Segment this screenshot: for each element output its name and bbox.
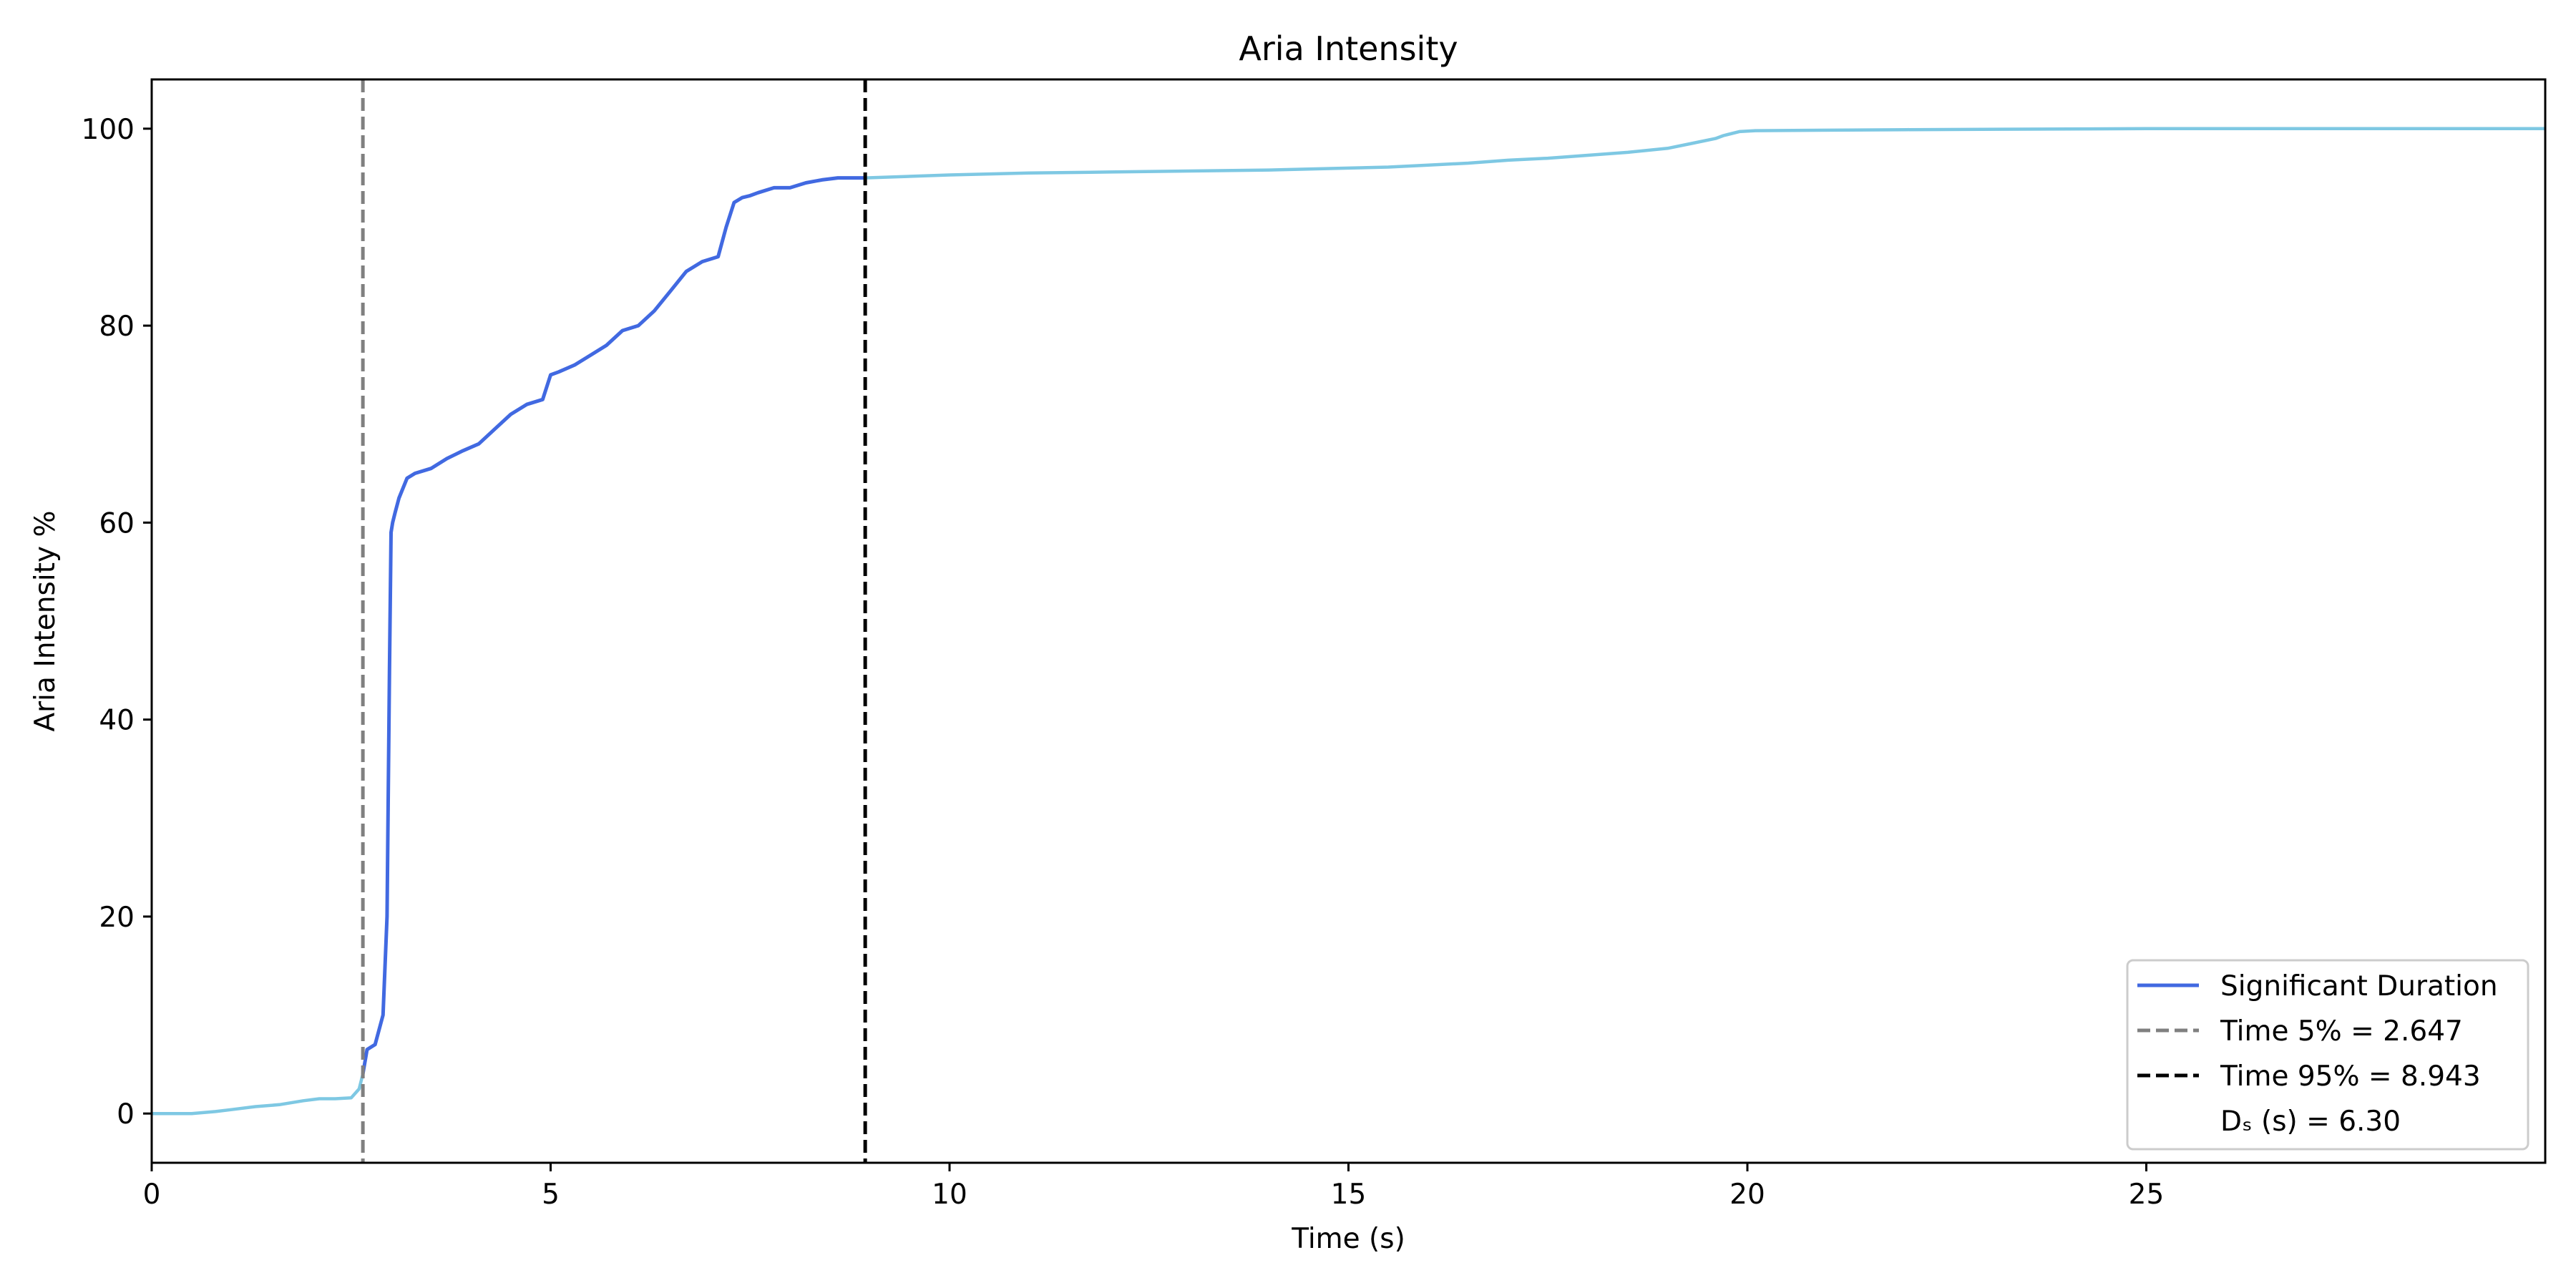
x-tick-label: 5 [542,1179,560,1211]
y-tick-label: 20 [99,902,135,934]
legend-label: Significant Duration [2220,970,2498,1002]
x-tick-label: 25 [2129,1179,2165,1211]
y-tick-label: 0 [117,1098,135,1131]
legend-label: Time 5% = 2.647 [2220,1015,2463,1048]
x-tick-label: 20 [1729,1179,1765,1211]
chart-title: Aria Intensity [1239,29,1458,68]
y-axis-ticks: 0 20 40 60 80 100 [82,114,152,1131]
x-tick-label: 15 [1331,1179,1367,1211]
x-axis-label: Time (s) [1291,1223,1405,1255]
legend-box [2126,959,2529,1151]
plot-clip-group [152,79,2545,1163]
y-tick-label: 80 [99,311,135,343]
y-tick-label: 40 [99,705,135,737]
legend: Significant Duration Time 5% = 2.647 Time … [2126,959,2529,1151]
legend-label: Time 95% = 8.943 [2220,1060,2481,1093]
x-axis-ticks: 0 5 10 15 20 25 [143,1163,2165,1211]
x-tick-label: 10 [932,1179,967,1211]
y-axis-label: Aria Intensity % [29,510,62,731]
plot-area [152,79,2545,1163]
significant-duration-curve [361,176,866,1075]
full-record-curve-start [152,1073,365,1116]
full-record-curve-end [865,127,2545,180]
legend-label: Dₛ (s) = 6.30 [2220,1106,2401,1138]
x-tick-label: 0 [143,1179,161,1211]
y-tick-label: 60 [99,507,135,540]
y-tick-label: 100 [82,114,135,146]
